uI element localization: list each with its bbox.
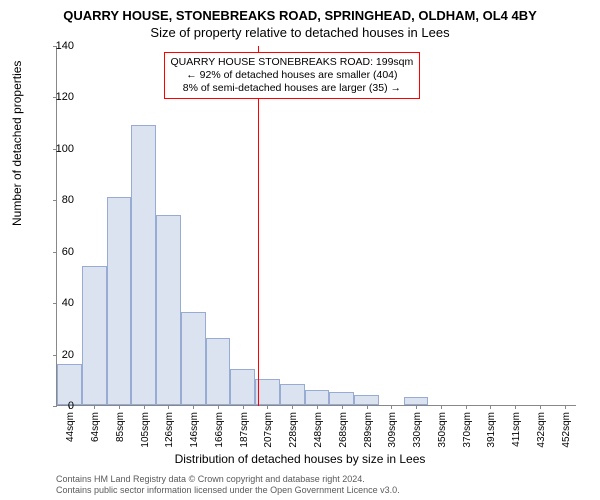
histogram-bar	[329, 392, 354, 405]
x-tick-mark	[292, 405, 293, 409]
histogram-bar	[82, 266, 107, 405]
histogram-bar	[280, 384, 305, 405]
histogram-bar	[131, 125, 156, 405]
y-tick-label: 100	[44, 143, 74, 155]
x-tick-label: 289sqm	[363, 412, 374, 448]
histogram-bar	[230, 369, 255, 405]
footer-line-1: Contains HM Land Registry data © Crown c…	[56, 474, 400, 485]
plot-region: 44sqm64sqm85sqm105sqm126sqm146sqm166sqm1…	[56, 46, 576, 406]
x-tick-label: 268sqm	[338, 412, 349, 448]
y-tick-label: 60	[44, 246, 74, 258]
x-tick-mark	[466, 405, 467, 409]
x-tick-label: 187sqm	[239, 412, 250, 448]
chart-title-main: QUARRY HOUSE, STONEBREAKS ROAD, SPRINGHE…	[0, 0, 600, 23]
x-tick-mark	[515, 405, 516, 409]
x-tick-label: 126sqm	[164, 412, 175, 448]
annotation-callout: QUARRY HOUSE STONEBREAKS ROAD: 199sqm← 9…	[164, 52, 421, 99]
footer-line-2: Contains public sector information licen…	[56, 485, 400, 496]
histogram-bar	[354, 395, 379, 405]
x-tick-label: 350sqm	[437, 412, 448, 448]
x-tick-label: 44sqm	[65, 412, 76, 442]
histogram-bar	[255, 379, 280, 405]
x-tick-mark	[119, 405, 120, 409]
y-tick-label: 40	[44, 297, 74, 309]
histogram-bar	[206, 338, 231, 405]
y-tick-label: 80	[44, 194, 74, 206]
histogram-bar	[404, 397, 429, 405]
x-tick-label: 411sqm	[511, 412, 522, 447]
histogram-bar	[181, 312, 206, 405]
footer-attribution: Contains HM Land Registry data © Crown c…	[56, 474, 400, 496]
histogram-bar	[305, 390, 330, 405]
x-tick-mark	[490, 405, 491, 409]
x-tick-label: 85sqm	[115, 412, 126, 442]
x-tick-mark	[168, 405, 169, 409]
x-tick-mark	[94, 405, 95, 409]
x-axis-label: Distribution of detached houses by size …	[0, 452, 600, 466]
y-tick-label: 20	[44, 349, 74, 361]
x-tick-label: 370sqm	[462, 412, 473, 448]
chart-title-sub: Size of property relative to detached ho…	[0, 23, 600, 40]
x-tick-label: 105sqm	[140, 412, 151, 448]
y-tick-label: 140	[44, 40, 74, 52]
x-tick-mark	[218, 405, 219, 409]
x-tick-mark	[540, 405, 541, 409]
histogram-bar	[57, 364, 82, 405]
x-tick-mark	[243, 405, 244, 409]
x-tick-label: 432sqm	[536, 412, 547, 448]
chart-area: 44sqm64sqm85sqm105sqm126sqm146sqm166sqm1…	[56, 46, 576, 406]
x-tick-label: 330sqm	[412, 412, 423, 448]
x-tick-mark	[342, 405, 343, 409]
y-axis-label: Number of detached properties	[10, 61, 24, 226]
annotation-marker-line	[258, 46, 259, 406]
y-tick-label: 120	[44, 91, 74, 103]
x-tick-label: 228sqm	[288, 412, 299, 448]
y-tick-label: 0	[44, 400, 74, 412]
x-tick-label: 452sqm	[561, 412, 572, 448]
x-tick-mark	[391, 405, 392, 409]
x-tick-mark	[565, 405, 566, 409]
x-tick-mark	[144, 405, 145, 409]
x-tick-label: 64sqm	[90, 412, 101, 442]
x-tick-mark	[416, 405, 417, 409]
histogram-bar	[107, 197, 132, 405]
x-tick-mark	[267, 405, 268, 409]
x-tick-mark	[193, 405, 194, 409]
x-tick-mark	[317, 405, 318, 409]
x-tick-label: 248sqm	[313, 412, 324, 448]
x-tick-label: 391sqm	[486, 412, 497, 448]
histogram-bar	[156, 215, 181, 405]
x-tick-label: 146sqm	[189, 412, 200, 448]
x-tick-label: 309sqm	[387, 412, 398, 448]
annotation-text-line: QUARRY HOUSE STONEBREAKS ROAD: 199sqm	[171, 56, 414, 69]
x-tick-label: 207sqm	[263, 412, 274, 448]
annotation-text-line: ← 92% of detached houses are smaller (40…	[171, 69, 414, 82]
x-tick-label: 166sqm	[214, 412, 225, 448]
x-tick-mark	[367, 405, 368, 409]
x-tick-mark	[441, 405, 442, 409]
annotation-text-line: 8% of semi-detached houses are larger (3…	[171, 82, 414, 95]
